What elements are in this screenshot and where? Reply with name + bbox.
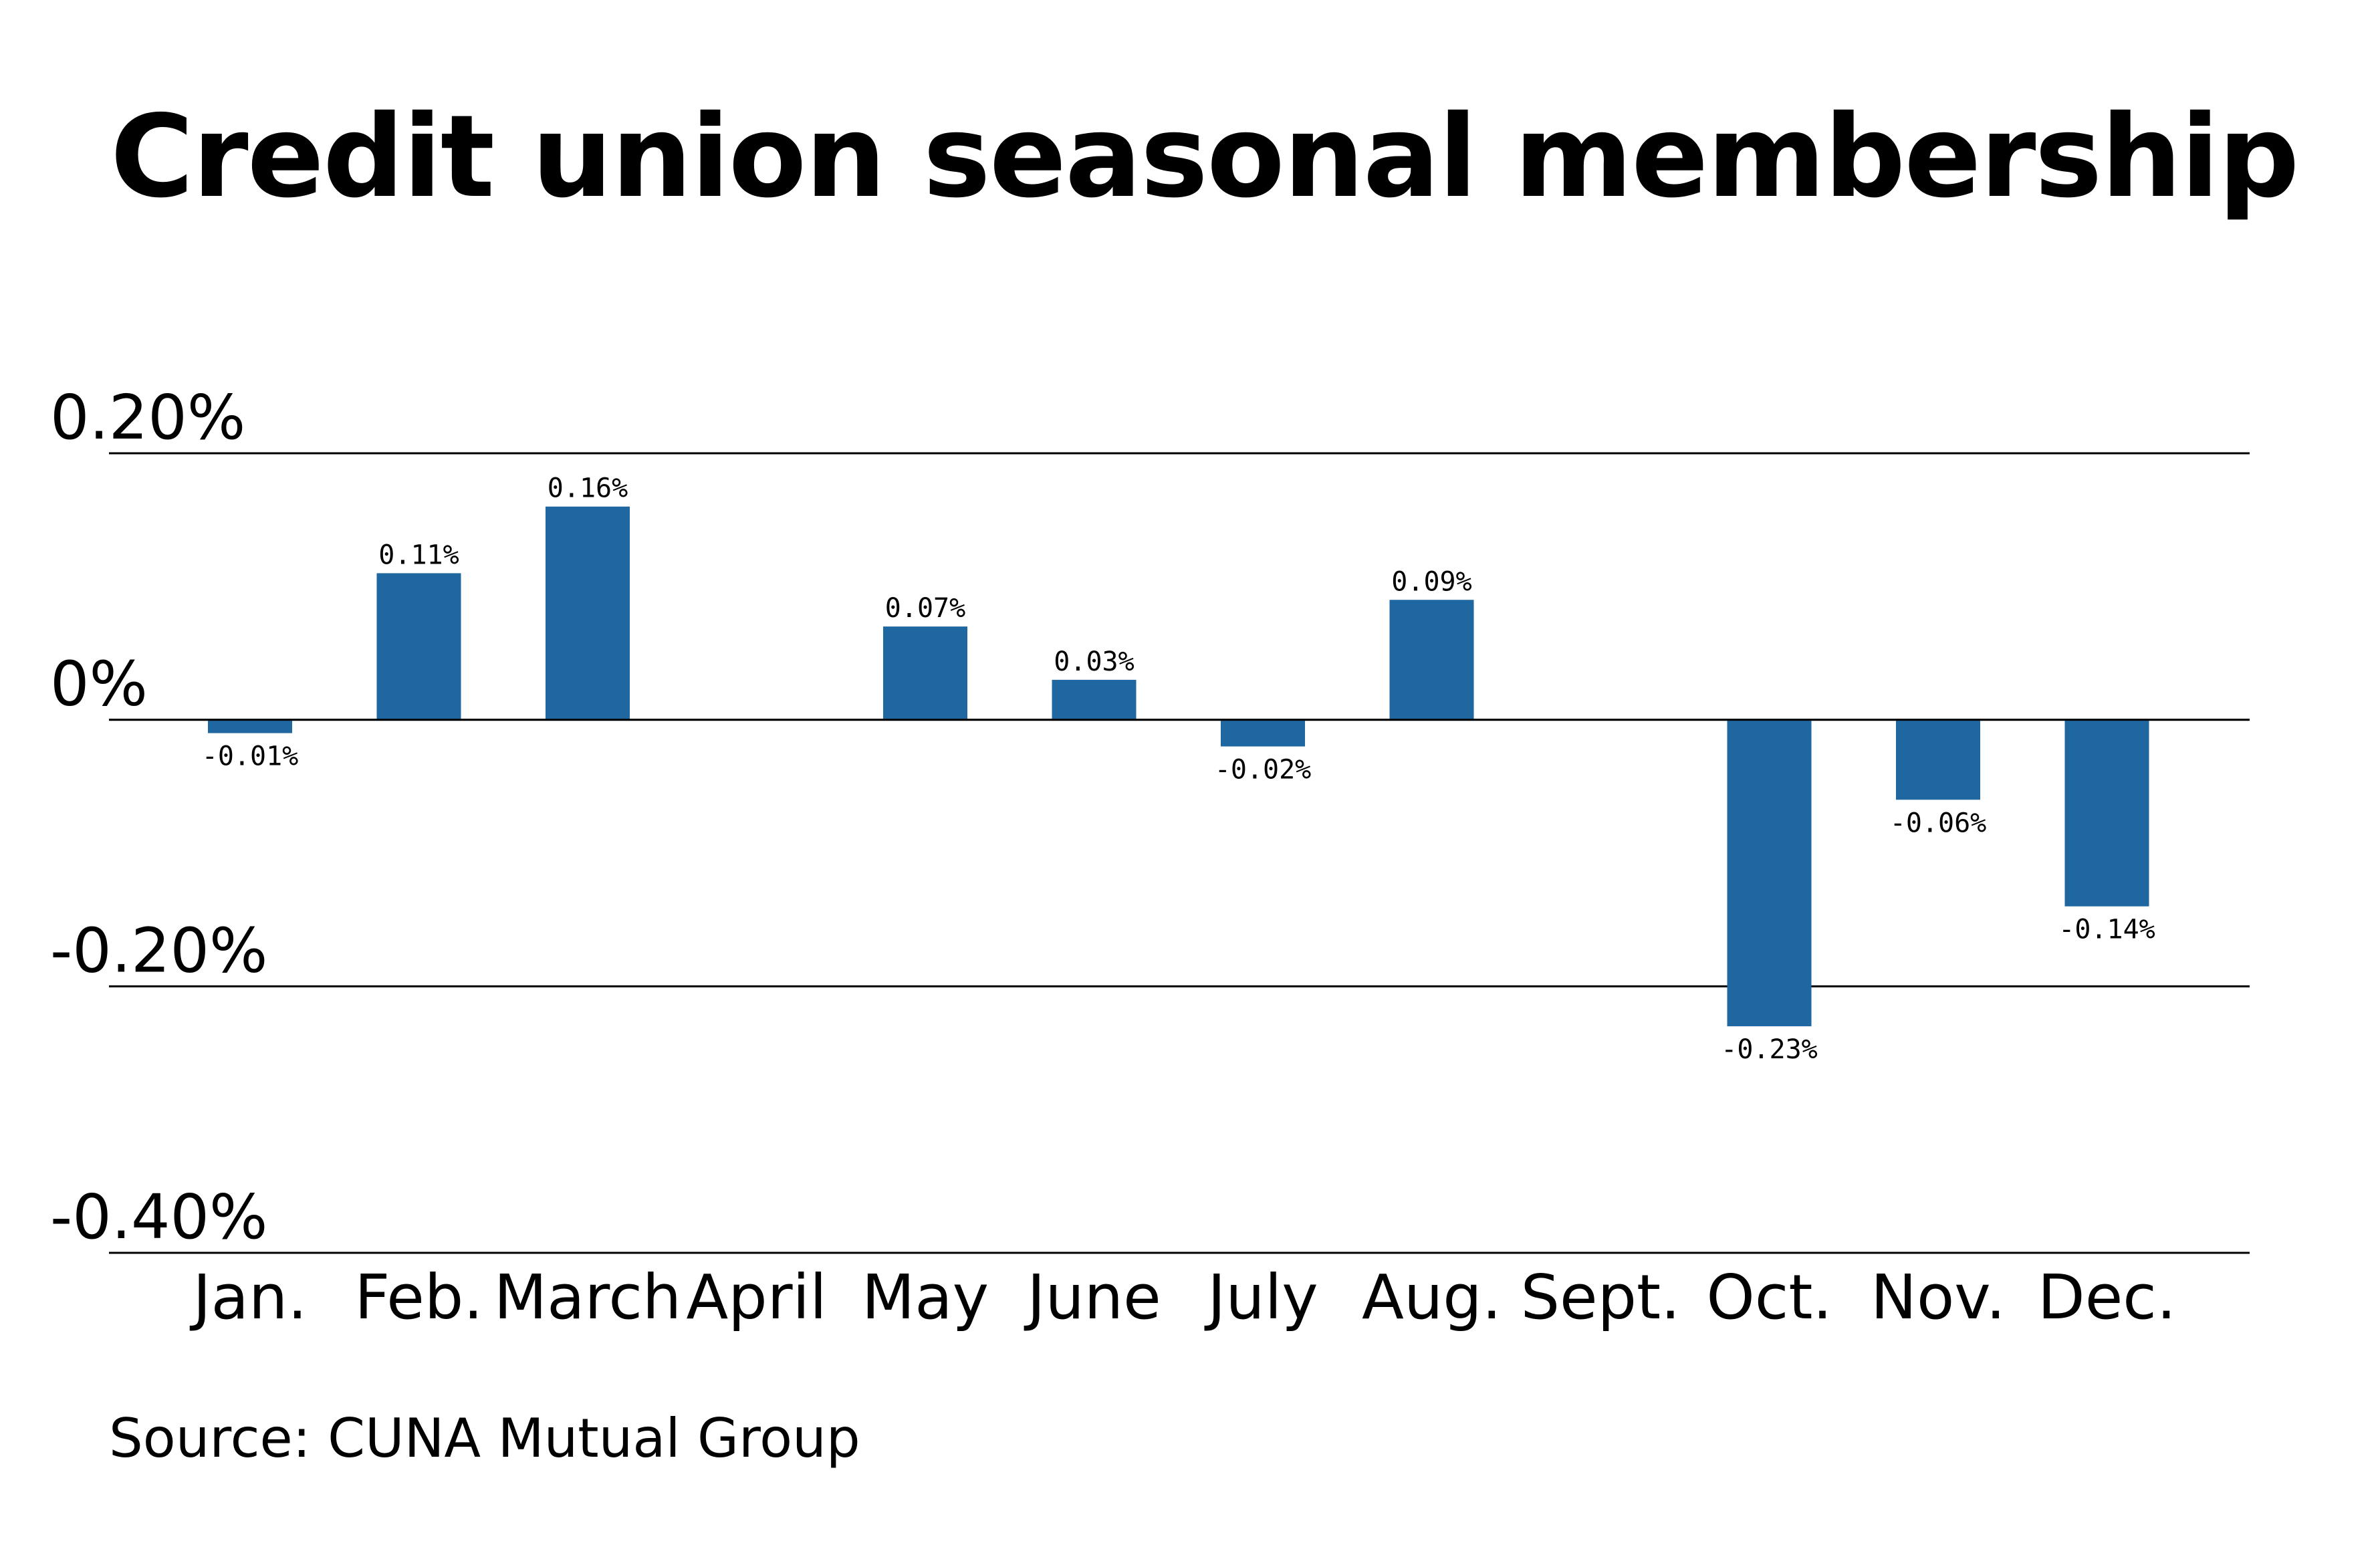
x-tick-label: Dec.: [2038, 1262, 2176, 1333]
data-label: -0.06%: [1890, 808, 1987, 838]
x-tick-label: Nov.: [1871, 1262, 2006, 1333]
bar: [1896, 719, 1980, 800]
source-note: Source: CUNA Mutual Group: [109, 1407, 860, 1469]
x-tick-label: Jan.: [189, 1262, 307, 1333]
y-tick-label: 0%: [50, 648, 148, 720]
data-label: 0.09%: [1391, 566, 1471, 597]
data-label: 0.11%: [378, 540, 459, 570]
bar: [208, 719, 292, 733]
data-label: 0.03%: [1054, 646, 1134, 677]
bar: [1727, 719, 1812, 1027]
data-label: -0.01%: [202, 741, 299, 772]
bars: [109, 506, 2250, 1027]
data-label: 0.16%: [548, 473, 628, 504]
bar: [546, 506, 630, 720]
bar: [883, 626, 967, 720]
y-tick-label: -0.40%: [50, 1181, 267, 1253]
x-tick-label: May: [862, 1262, 989, 1333]
bar: [1221, 719, 1305, 747]
x-tick-label: April: [686, 1262, 826, 1333]
y-axis-ticks: 0.20% 0% -0.20% -0.40%: [50, 382, 267, 1253]
y-tick-label: -0.20%: [50, 915, 267, 986]
chart-title: Credit union seasonal membership: [110, 91, 2300, 223]
bar: [1389, 600, 1474, 720]
x-tick-label: June: [1024, 1262, 1161, 1333]
x-tick-label: July: [1204, 1262, 1318, 1333]
bar: [376, 573, 461, 720]
data-label: -0.23%: [1721, 1034, 1818, 1065]
bar: [1052, 679, 1137, 720]
y-tick-label: 0.20%: [50, 382, 245, 453]
x-tick-label: Sept.: [1521, 1262, 1681, 1333]
x-tick-label: Feb.: [354, 1262, 483, 1333]
x-tick-label: Aug.: [1362, 1262, 1502, 1333]
x-axis-ticks: Jan. Feb. March April May June July Aug. Sept. Oc…: [189, 1262, 2176, 1333]
data-label: -0.14%: [2058, 915, 2155, 945]
data-label: 0.07%: [885, 593, 965, 624]
x-tick-label: March: [494, 1262, 681, 1333]
bar: [2064, 719, 2149, 907]
data-label: -0.02%: [1215, 755, 1312, 786]
x-tick-label: Oct.: [1706, 1262, 1832, 1333]
data-labels: -0.01% 0.11% 0.16% 0.07% 0.03% -0.02% 0.09% -0.…: [202, 473, 2155, 1065]
